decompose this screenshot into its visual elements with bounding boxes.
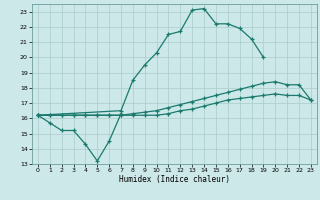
X-axis label: Humidex (Indice chaleur): Humidex (Indice chaleur): [119, 175, 230, 184]
